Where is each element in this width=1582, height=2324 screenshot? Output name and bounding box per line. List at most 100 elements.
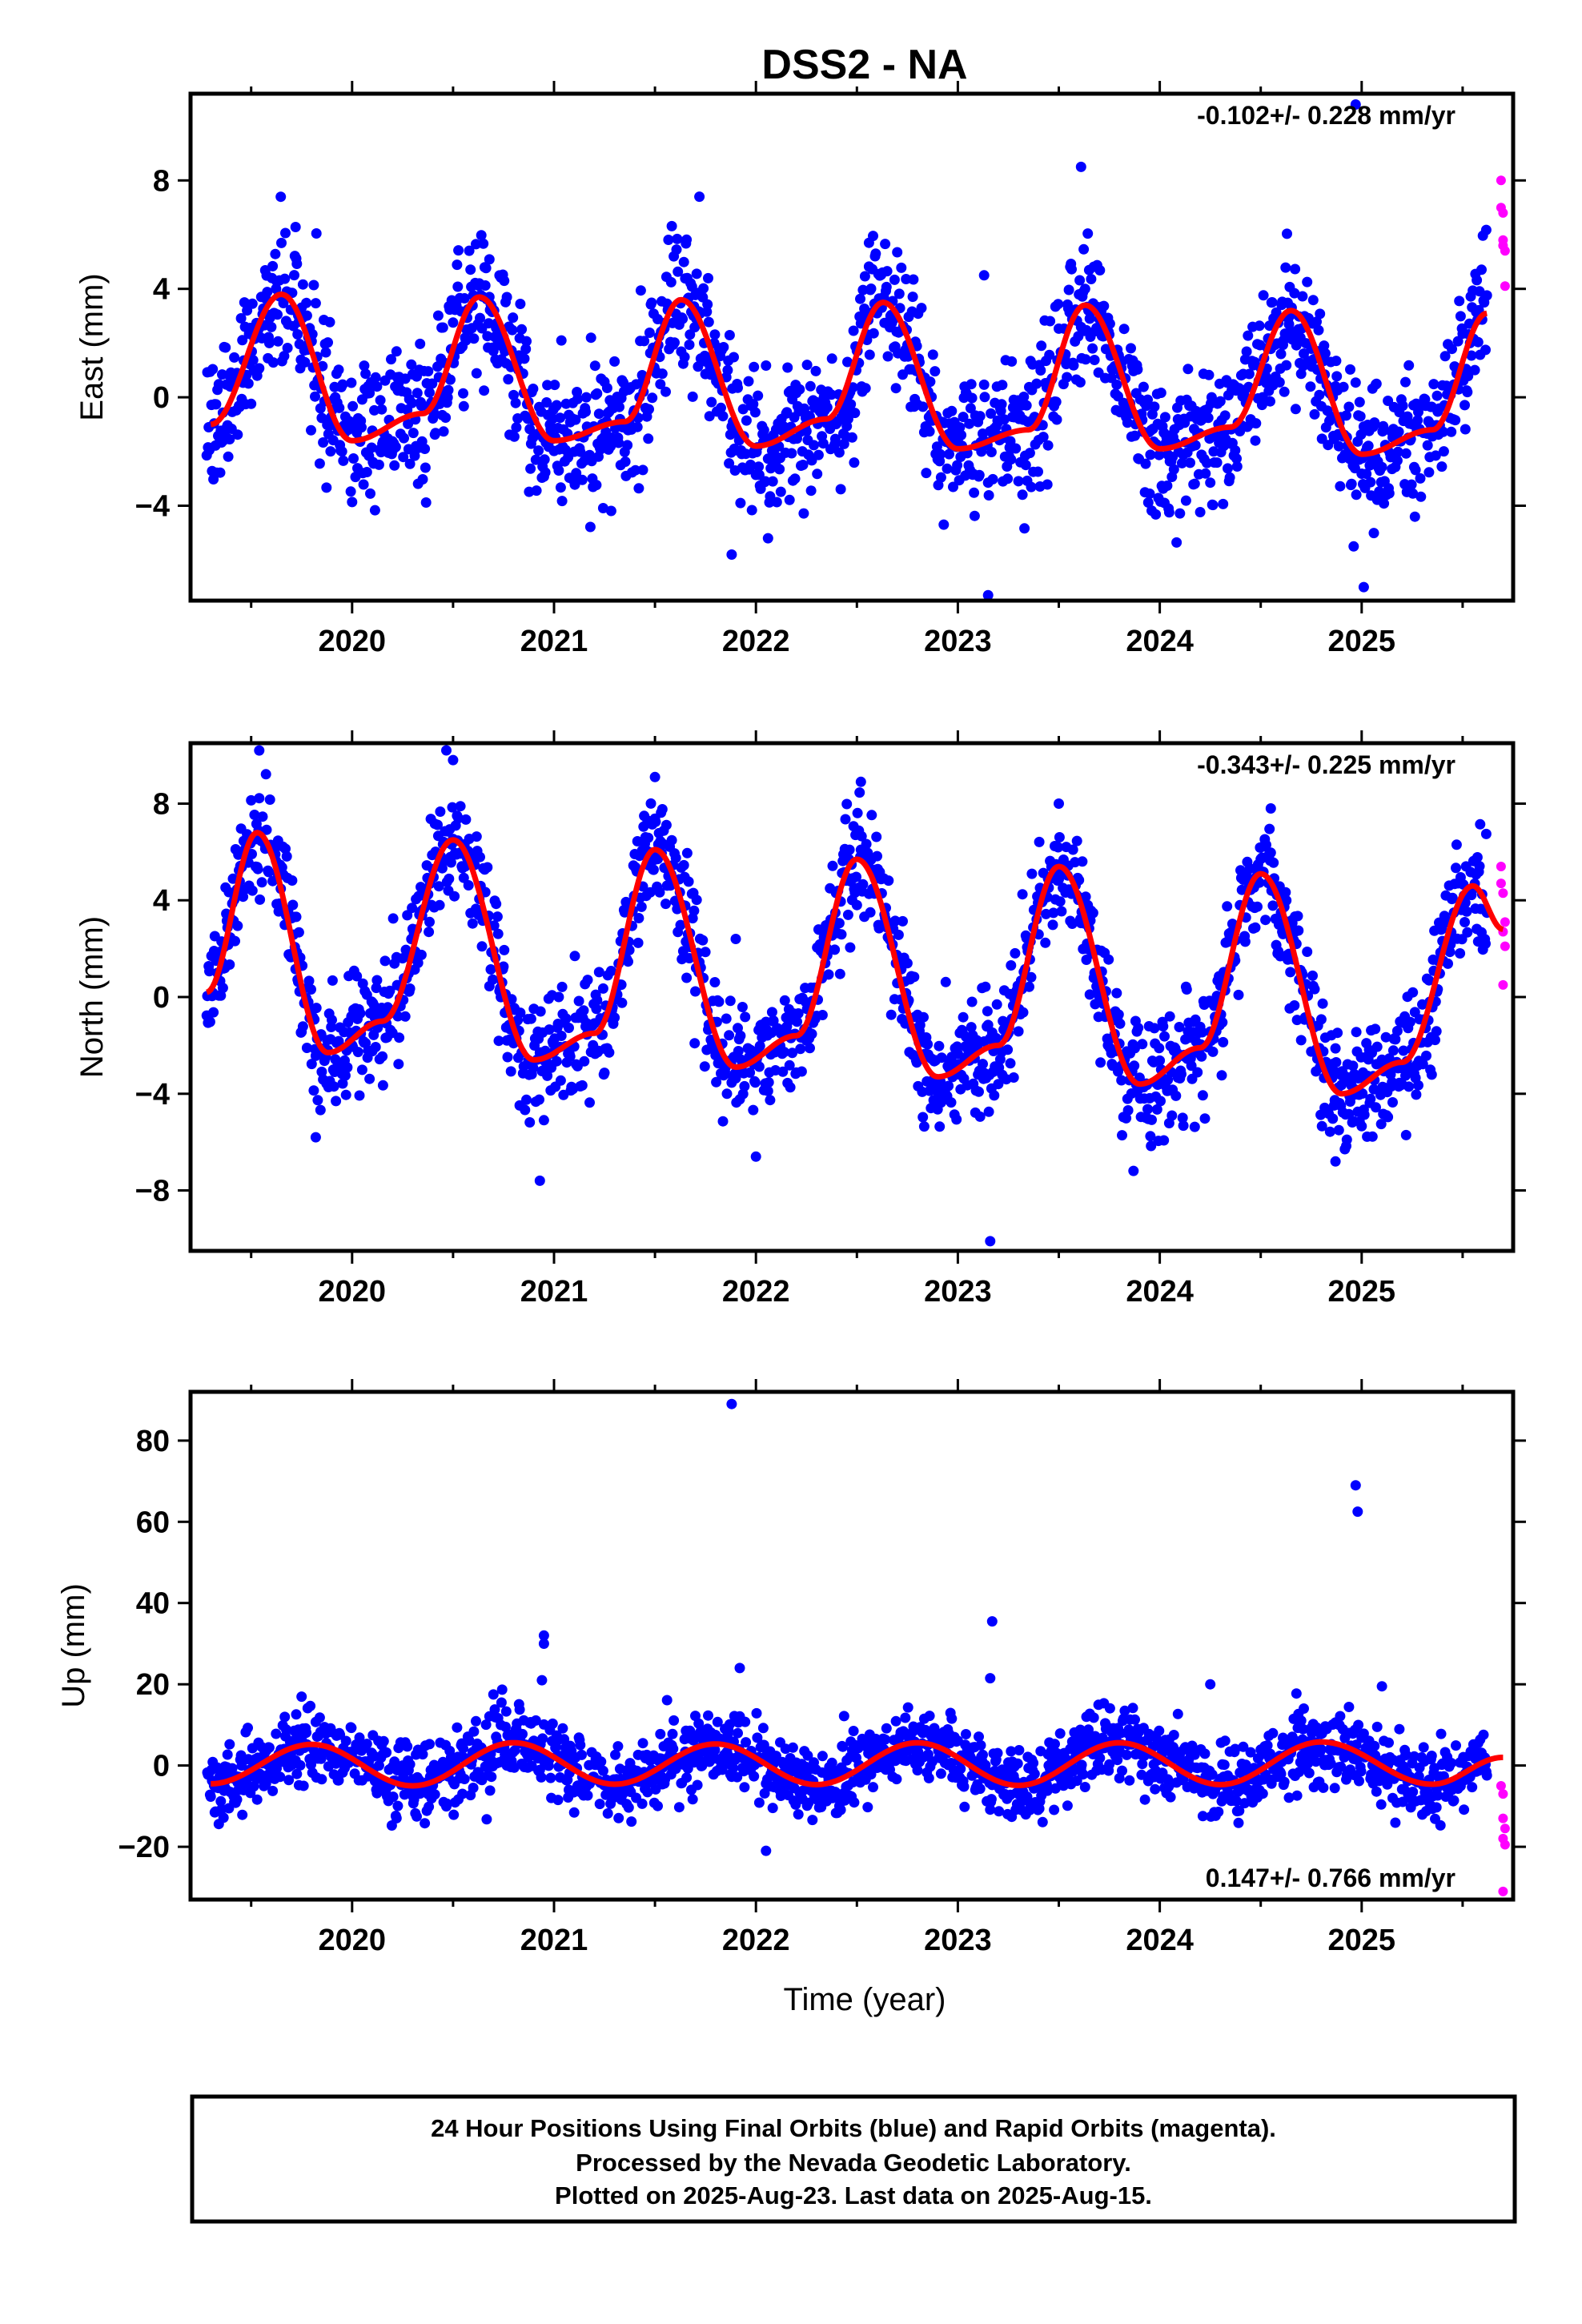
data-point — [737, 1002, 748, 1012]
data-point — [1415, 491, 1427, 502]
data-point — [301, 1043, 312, 1053]
outlier-point — [649, 771, 661, 782]
data-point — [1079, 1782, 1090, 1792]
data-point — [1231, 453, 1242, 464]
data-point — [882, 351, 893, 362]
data-point — [557, 1723, 568, 1734]
data-point — [1452, 336, 1464, 347]
data-point — [520, 1104, 531, 1116]
data-point — [321, 482, 332, 493]
data-point — [230, 935, 240, 947]
data-point — [1137, 1039, 1148, 1050]
data-point — [1045, 316, 1056, 327]
data-point — [1026, 971, 1037, 983]
data-point — [983, 1106, 994, 1117]
data-point — [1038, 432, 1049, 443]
data-point — [261, 824, 272, 835]
data-point — [1254, 320, 1265, 332]
data-point — [946, 405, 958, 416]
data-point — [923, 1772, 934, 1783]
data-point — [1472, 852, 1483, 862]
data-point — [805, 485, 817, 497]
data-point — [1068, 360, 1079, 371]
data-point — [331, 1096, 342, 1107]
data-point — [668, 1743, 679, 1755]
data-point — [609, 1012, 620, 1023]
data-point — [618, 377, 629, 388]
data-point — [279, 273, 291, 284]
data-point — [338, 455, 349, 466]
data-point — [1021, 400, 1032, 411]
data-point — [597, 983, 608, 994]
data-point — [223, 451, 234, 462]
data-point — [709, 977, 721, 987]
data-point — [917, 401, 929, 412]
data-point — [760, 476, 771, 487]
data-point — [1008, 1072, 1019, 1083]
data-point — [356, 422, 367, 433]
data-point — [1324, 1126, 1335, 1137]
data-point — [1369, 417, 1380, 428]
data-point — [471, 368, 482, 379]
data-point — [1400, 376, 1411, 388]
data-point — [1480, 828, 1492, 839]
data-point — [298, 1780, 309, 1791]
data-point — [849, 457, 860, 468]
data-point — [1351, 489, 1362, 501]
data-point — [530, 454, 541, 465]
data-point — [717, 411, 729, 422]
data-point — [263, 866, 274, 878]
data-point — [365, 488, 375, 499]
data-point — [556, 335, 567, 346]
data-point — [318, 437, 329, 448]
data-point — [246, 794, 257, 806]
data-point — [1481, 290, 1492, 301]
data-point — [767, 1803, 778, 1814]
data-point — [599, 1068, 610, 1079]
data-point — [499, 944, 510, 955]
data-point — [408, 428, 419, 439]
data-point — [432, 310, 444, 321]
data-point — [1122, 417, 1133, 428]
data-point — [1199, 1113, 1211, 1124]
data-point — [359, 360, 370, 372]
data-point — [724, 330, 735, 340]
data-point — [767, 476, 778, 487]
data-point — [366, 442, 377, 453]
data-point — [934, 1040, 945, 1051]
data-point — [347, 497, 358, 508]
data-point — [1158, 1021, 1169, 1032]
data-point — [573, 995, 584, 1007]
data-point — [420, 444, 431, 454]
data-point — [1013, 1026, 1024, 1037]
data-point — [724, 458, 735, 469]
data-point — [1411, 1089, 1422, 1100]
data-point — [1140, 458, 1151, 469]
data-point — [1019, 523, 1030, 534]
data-point — [885, 1009, 897, 1020]
data-point — [725, 429, 736, 440]
data-point — [508, 312, 519, 324]
data-point — [585, 332, 596, 344]
data-point — [458, 872, 469, 883]
data-point — [989, 1090, 1000, 1101]
data-point — [1079, 283, 1090, 295]
data-point — [1222, 901, 1233, 912]
data-point — [1144, 489, 1155, 499]
data-point — [442, 392, 453, 403]
rapid-point — [1498, 979, 1508, 990]
data-point — [351, 971, 363, 982]
data-point — [940, 976, 951, 987]
data-point — [1158, 1135, 1170, 1146]
data-point — [503, 374, 514, 385]
x-tick-label-2021: 2021 — [520, 625, 588, 658]
data-point — [637, 1738, 648, 1749]
data-point — [537, 1733, 548, 1744]
data-point — [684, 340, 695, 350]
data-point — [1042, 440, 1054, 451]
data-point — [296, 1691, 307, 1703]
data-point — [452, 1722, 463, 1733]
rapid-point — [1496, 862, 1506, 871]
x-tick-label-2025: 2025 — [1328, 625, 1396, 658]
data-point — [1331, 1057, 1342, 1068]
